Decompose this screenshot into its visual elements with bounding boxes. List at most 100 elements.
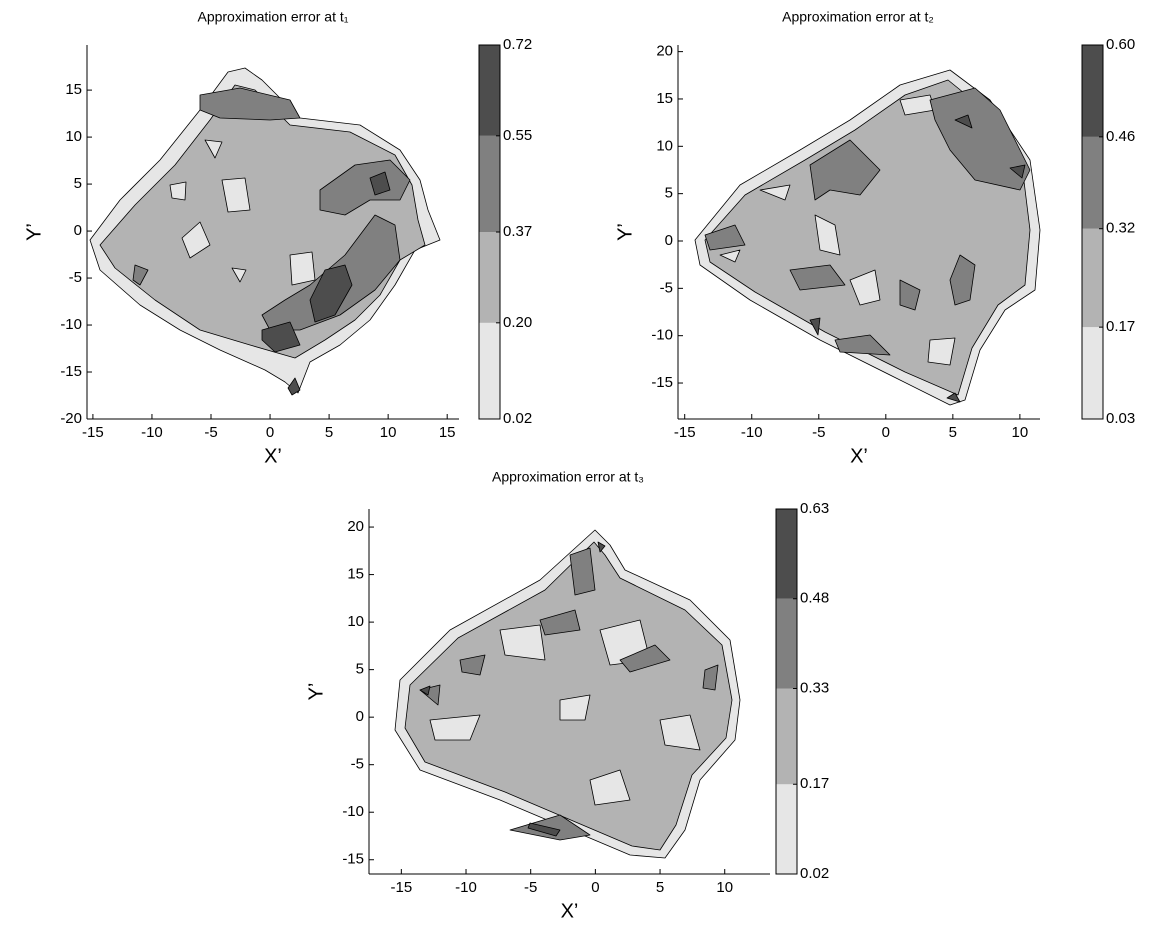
y-tick-label: 15 <box>65 81 82 98</box>
colorbar-tick-label: 0.60 <box>1106 36 1135 53</box>
y-tick-label: -5 <box>660 279 673 296</box>
y-tick-label: -15 <box>342 851 364 868</box>
x-tick-label: 10 <box>716 879 733 896</box>
contour-region <box>429 714 481 741</box>
y-tick-label: 0 <box>356 708 364 725</box>
colorbar-tick-label: 0.33 <box>800 679 829 696</box>
y-tick-label: -20 <box>60 410 82 427</box>
contour-region <box>719 249 741 263</box>
y-tick-label: 10 <box>65 128 82 145</box>
x-tick-label: 5 <box>949 424 957 441</box>
contour-region <box>404 541 733 851</box>
colorbar-tick-label: 0.46 <box>1106 128 1135 145</box>
colorbar-tick-label: 0.17 <box>1106 318 1135 335</box>
y-tick-label: 5 <box>665 185 673 202</box>
y-tick-label: -10 <box>60 316 82 333</box>
contour-region <box>949 254 976 306</box>
x-tick-label: -5 <box>204 424 217 441</box>
contour-region <box>199 87 301 121</box>
contour-region <box>814 214 841 256</box>
x-tick-label: 10 <box>380 424 397 441</box>
x-tick-label: -15 <box>82 424 104 441</box>
y-axis-label: Y’ <box>614 223 636 241</box>
contour-region <box>834 334 891 356</box>
colorbar-band <box>1082 228 1103 328</box>
colorbar-band <box>479 322 500 419</box>
y-tick-label: 5 <box>74 175 82 192</box>
colorbar-band <box>479 135 500 232</box>
y-tick-label: 5 <box>356 661 364 678</box>
contour-region <box>929 87 1031 191</box>
contour-region <box>759 184 791 201</box>
x-tick-label: -10 <box>455 879 477 896</box>
contour-region <box>702 664 719 691</box>
colorbar-tick-label: 0.37 <box>503 223 532 240</box>
x-tick-label: -5 <box>812 424 825 441</box>
y-tick-label: -10 <box>342 803 364 820</box>
contour-region <box>589 769 631 806</box>
x-axis-label: X’ <box>561 900 579 922</box>
contour-region <box>619 644 671 673</box>
contour-region <box>559 694 591 721</box>
colorbar-band <box>1082 327 1103 419</box>
y-tick-label: -5 <box>69 269 82 286</box>
colorbar-tick-label: 0.72 <box>503 36 532 53</box>
chart-title: Approximation error at t₂ <box>782 9 934 25</box>
colorbar-tick-label: 0.32 <box>1106 220 1135 237</box>
y-axis-label: Y’ <box>23 223 45 241</box>
contour-region <box>287 377 301 396</box>
y-tick-label: -15 <box>651 374 673 391</box>
y-tick-label: 0 <box>74 222 82 239</box>
contour-region <box>597 541 606 553</box>
colorbar-tick-label: 0.20 <box>503 314 532 331</box>
colorbar-band <box>776 784 797 874</box>
contour-region <box>132 264 149 286</box>
y-tick-label: 15 <box>347 566 364 583</box>
x-tick-label: 0 <box>266 424 274 441</box>
x-tick-label: -15 <box>390 879 412 896</box>
contour-region <box>527 822 561 837</box>
contour-region <box>261 321 301 353</box>
contour-region <box>1009 164 1026 179</box>
x-tick-label: -15 <box>674 424 696 441</box>
colorbar-frame <box>775 508 798 875</box>
contour-region <box>319 159 411 216</box>
contour-region <box>954 114 973 129</box>
contour-region <box>499 624 546 661</box>
contour-region <box>181 221 211 259</box>
x-tick-label: -10 <box>141 424 163 441</box>
contour-region <box>927 337 956 366</box>
y-tick-label: -5 <box>351 756 364 773</box>
contour-region <box>899 279 921 311</box>
y-tick-label: -15 <box>60 363 82 380</box>
colorbar-band <box>776 509 797 599</box>
contour-region <box>459 654 486 676</box>
x-axis-label: X’ <box>850 445 868 467</box>
contour-region <box>809 139 881 201</box>
contour-region <box>419 685 431 696</box>
y-tick-label: 0 <box>665 232 673 249</box>
colorbar-tick-label: 0.02 <box>800 865 829 882</box>
colorbar-tick-label: 0.17 <box>800 775 829 792</box>
colorbar-band <box>479 232 500 323</box>
contour-region <box>809 317 821 336</box>
contour-region <box>221 177 251 213</box>
colorbar-tick-label: 0.63 <box>800 500 829 517</box>
y-tick-label: 10 <box>347 613 364 630</box>
x-tick-label: 15 <box>439 424 456 441</box>
colorbar-frame <box>1081 44 1104 420</box>
x-tick-label: -10 <box>741 424 763 441</box>
y-axis-label: Y’ <box>305 683 327 701</box>
contour-region <box>204 139 223 159</box>
colorbar-tick-label: 0.03 <box>1106 410 1135 427</box>
colorbar-tick-label: 0.48 <box>800 590 829 607</box>
colorbar-band <box>776 688 797 785</box>
contour-region <box>169 181 187 201</box>
x-tick-label: 5 <box>325 424 333 441</box>
contour-region <box>309 264 353 323</box>
contour-region <box>539 609 581 636</box>
y-tick-label: 10 <box>656 137 673 154</box>
y-tick-label: -10 <box>651 327 673 344</box>
colorbar-band <box>1082 136 1103 229</box>
